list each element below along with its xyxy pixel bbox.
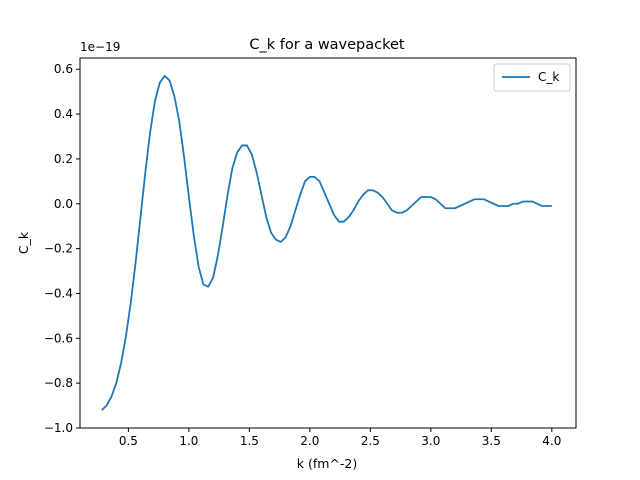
legend: C_k — [493, 63, 571, 92]
y-axis-label: C_k — [16, 231, 31, 254]
y-tick-label: 0.4 — [54, 107, 73, 121]
legend-label: C_k — [538, 70, 559, 84]
x-axis: 0.5 1.0 1.5 2.0 2.5 3.0 3.5 4.0 — [119, 428, 561, 448]
y-axis: −1.0 −0.8 −0.6 −0.4 −0.2 0.0 0.2 0.4 0.6 — [44, 62, 80, 435]
x-tick-label: 1.0 — [179, 434, 198, 448]
x-tick-label: 3.5 — [482, 434, 501, 448]
y-tick-label: −0.2 — [44, 242, 73, 256]
chart-title: C_k for a wavepacket — [249, 37, 405, 53]
x-tick-label: 0.5 — [119, 434, 138, 448]
plot-area — [79, 57, 577, 429]
x-tick-label: 1.5 — [240, 434, 259, 448]
y-tick-label: −0.6 — [44, 331, 73, 345]
y-tick-label: −0.8 — [44, 376, 73, 390]
y-tick-label: 0.2 — [54, 152, 73, 166]
y-tick-label: −1.0 — [44, 421, 73, 435]
series-line-0 — [101, 75, 552, 411]
x-axis-label: k (fm^-2) — [297, 456, 357, 471]
x-tick-label: 2.5 — [361, 434, 380, 448]
x-tick-label: 3.0 — [421, 434, 440, 448]
x-tick-label: 2.0 — [300, 434, 319, 448]
y-tick-label: 0.0 — [54, 197, 73, 211]
x-tick-label: 4.0 — [542, 434, 561, 448]
y-offset-label: 1e−19 — [80, 40, 120, 54]
legend-box — [493, 63, 571, 92]
y-tick-label: 0.6 — [54, 62, 73, 76]
series-group — [101, 75, 552, 411]
y-tick-label: −0.4 — [44, 286, 73, 300]
